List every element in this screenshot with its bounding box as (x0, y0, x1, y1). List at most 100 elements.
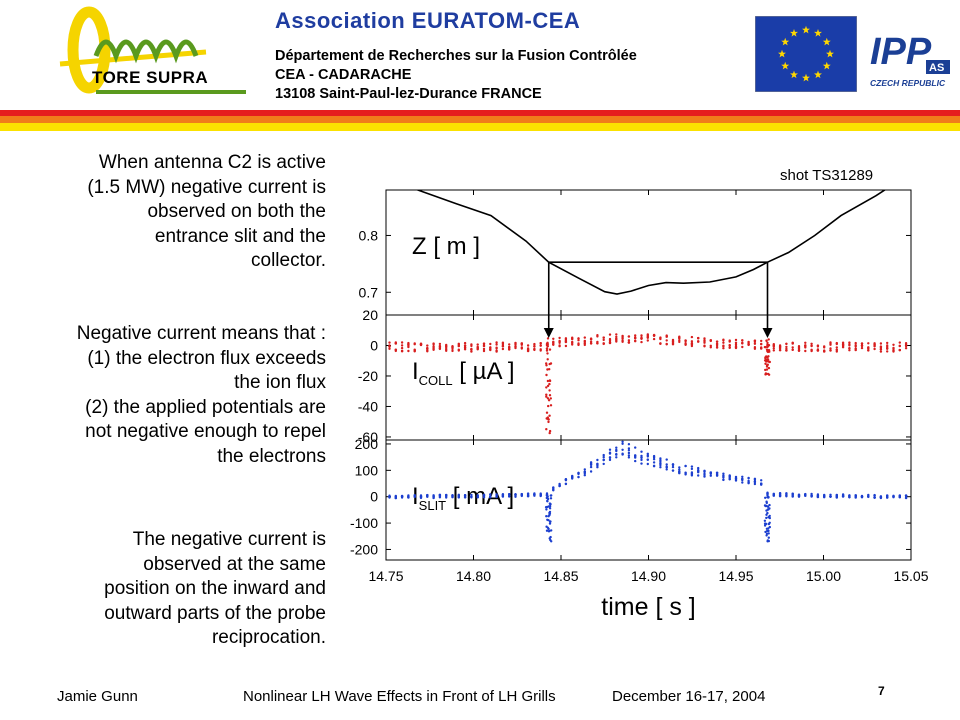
data-point (697, 468, 700, 472)
data-point (634, 334, 637, 337)
data-point (457, 342, 460, 345)
data-point (684, 339, 687, 342)
data-point (741, 345, 744, 349)
data-point (722, 338, 725, 341)
data-point (892, 495, 895, 498)
data-point (765, 365, 769, 368)
data-point (768, 350, 771, 353)
data-point (495, 346, 498, 349)
cea-line: CEA - CADARACHE (275, 67, 412, 83)
data-point (766, 363, 769, 366)
data-point (684, 473, 687, 476)
data-point (549, 404, 553, 407)
data-point (829, 347, 832, 350)
data-point (463, 344, 467, 347)
data-point (646, 334, 649, 337)
data-point (520, 342, 523, 345)
data-point (550, 529, 553, 532)
data-point (463, 494, 467, 497)
data-point (548, 389, 551, 392)
y-tick-label: 0.7 (359, 284, 379, 300)
data-point (596, 342, 599, 345)
ipp-text: IPP (870, 31, 932, 73)
data-point (426, 344, 429, 347)
data-point (768, 525, 771, 529)
data-point (764, 357, 767, 360)
data-point (665, 342, 668, 346)
data-point (898, 344, 901, 347)
data-point (697, 336, 700, 340)
data-point (765, 339, 768, 342)
data-point (785, 345, 788, 349)
data-point (709, 339, 712, 342)
data-point (772, 343, 775, 346)
data-point (615, 448, 618, 452)
data-point (816, 494, 820, 497)
data-point (602, 455, 605, 459)
data-point (765, 348, 769, 351)
data-point (627, 335, 631, 338)
data-point (734, 478, 738, 481)
header-color-bars (0, 110, 960, 131)
data-point (634, 456, 637, 459)
department-line: Département de Recherches sur la Fusion … (275, 48, 637, 64)
data-point (646, 336, 649, 339)
footer-title: Nonlinear LH Wave Effects in Front of LH… (243, 688, 556, 705)
data-point (709, 344, 712, 347)
data-point (772, 349, 775, 352)
data-point (495, 343, 498, 346)
data-point (544, 506, 548, 509)
data-point (548, 414, 551, 417)
eu-star-icon (802, 25, 810, 34)
data-point (659, 460, 662, 464)
data-point (848, 347, 851, 350)
data-point (526, 492, 530, 495)
footer-date: December 16-17, 2004 (612, 688, 766, 705)
data-point (728, 344, 731, 347)
data-point (765, 513, 768, 516)
data-point (608, 448, 612, 451)
data-point (508, 494, 511, 498)
data-point (514, 495, 517, 498)
data-point (526, 494, 530, 498)
data-point (810, 495, 813, 498)
data-point (413, 350, 416, 353)
data-point (835, 341, 838, 345)
data-point (545, 508, 548, 511)
data-point (621, 448, 624, 451)
data-point (445, 349, 448, 352)
data-point (501, 493, 505, 496)
data-point (545, 393, 548, 396)
data-point (545, 428, 548, 431)
data-point (860, 342, 864, 345)
data-point (765, 368, 769, 371)
data-point (546, 368, 549, 371)
data-point (558, 344, 561, 347)
data-point (615, 446, 618, 449)
data-point (596, 458, 599, 462)
data-point (753, 339, 757, 342)
data-point (495, 341, 498, 344)
data-point (763, 524, 767, 527)
data-point (438, 342, 442, 346)
data-point (646, 452, 649, 455)
data-point (602, 453, 605, 457)
data-point (709, 471, 712, 474)
x-tick-label: 14.90 (631, 568, 666, 584)
data-point (765, 516, 768, 520)
data-point (445, 345, 448, 348)
data-point (652, 337, 656, 341)
data-point (734, 343, 738, 346)
panel-label-z: Z [ m ] (412, 233, 480, 260)
data-point (548, 507, 552, 510)
data-point (602, 342, 605, 346)
data-point (640, 340, 643, 344)
data-point (728, 474, 731, 478)
data-point (640, 458, 643, 462)
data-point (545, 349, 549, 352)
data-point (547, 530, 551, 533)
data-point (602, 458, 605, 462)
data-point (558, 339, 561, 343)
data-point (747, 477, 750, 480)
